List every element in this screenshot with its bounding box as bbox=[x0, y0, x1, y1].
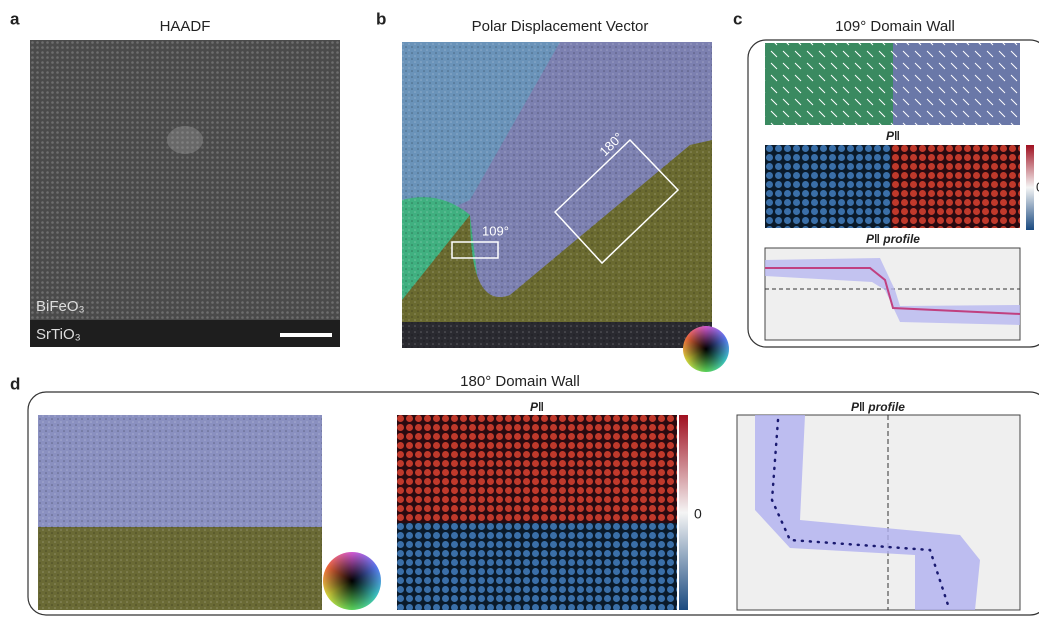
panel-title: Polar Displacement Vector bbox=[472, 18, 649, 35]
vector-arrows bbox=[765, 43, 1020, 125]
roi-label: 109° bbox=[482, 223, 509, 238]
profile-title: P‖ profile bbox=[866, 232, 920, 246]
colorbar-label: 0 bbox=[694, 506, 702, 522]
color-wheel bbox=[323, 552, 381, 610]
panel-title: 109° Domain Wall bbox=[835, 18, 955, 35]
panel-letter: c bbox=[733, 9, 742, 28]
panel-letter: b bbox=[376, 9, 386, 28]
heatmap-left bbox=[765, 145, 891, 228]
defect bbox=[167, 126, 203, 154]
map-title: P‖ bbox=[886, 129, 900, 143]
layer-label: SrTiO₃ bbox=[36, 326, 81, 343]
panel-letter: d bbox=[10, 374, 20, 393]
layer-label: BiFeO₃ bbox=[36, 298, 85, 315]
color-wheel bbox=[683, 326, 729, 372]
panel-letter: a bbox=[10, 9, 20, 28]
map-title: P‖ bbox=[530, 400, 544, 414]
noise bbox=[38, 415, 322, 610]
profile-title: P‖ profile bbox=[851, 400, 905, 414]
colorbar bbox=[1026, 145, 1034, 230]
panel-title: 180° Domain Wall bbox=[460, 373, 580, 390]
heatmap-top bbox=[397, 415, 677, 523]
heatmap-right bbox=[891, 145, 1020, 228]
colorbar bbox=[679, 415, 688, 610]
figure: a HAADF BiFeO₃ SrTiO₃ b Polar Displaceme… bbox=[0, 0, 1039, 620]
noise bbox=[402, 42, 712, 348]
panel-title: HAADF bbox=[160, 18, 211, 35]
heatmap-bottom bbox=[397, 523, 677, 610]
page: a HAADF BiFeO₃ SrTiO₃ b Polar Displaceme… bbox=[0, 0, 1039, 620]
